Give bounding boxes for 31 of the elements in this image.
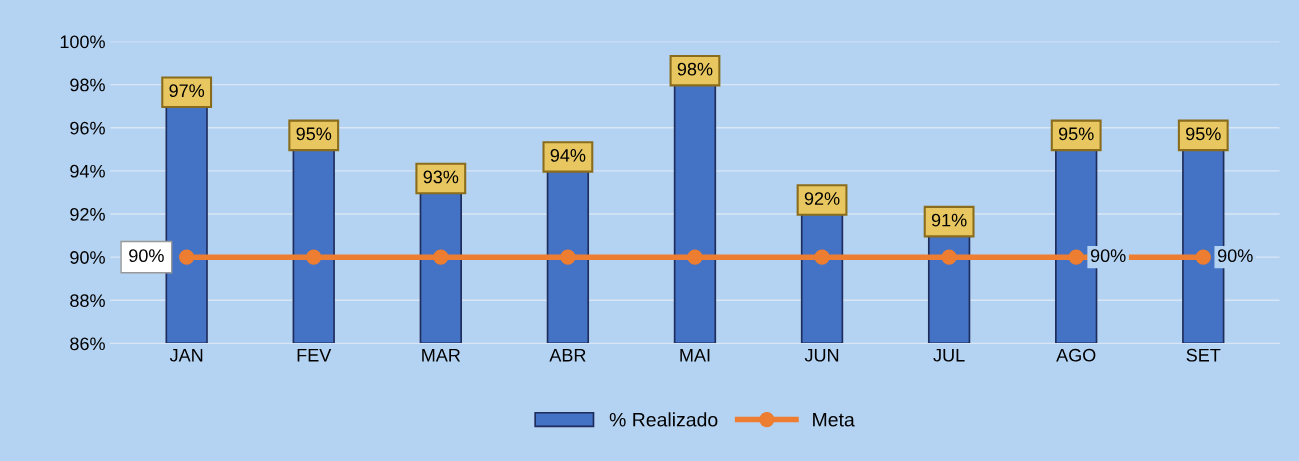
data-label: 93% bbox=[423, 170, 459, 184]
data-label: 95% bbox=[296, 127, 332, 141]
data-label: 94% bbox=[550, 148, 586, 162]
x-tick-label: SET bbox=[1186, 348, 1221, 362]
x-tick-label: ABR bbox=[549, 348, 586, 362]
y-tick-label: 92% bbox=[70, 207, 105, 221]
y-tick-label: 90% bbox=[70, 251, 105, 264]
data-label: 90% bbox=[1090, 249, 1126, 263]
data-label: 95% bbox=[1186, 127, 1221, 141]
data-label: 98% bbox=[677, 62, 713, 76]
y-tick-label: 94% bbox=[70, 164, 105, 178]
data-label: 95% bbox=[1058, 127, 1094, 141]
data-label: 90% bbox=[1218, 249, 1253, 263]
x-tick-label: FEV bbox=[297, 348, 332, 362]
data-label: 92% bbox=[804, 192, 840, 205]
x-tick-label: JAN bbox=[169, 348, 203, 362]
legend-label: Meta bbox=[813, 412, 855, 427]
data-label: 97% bbox=[169, 84, 205, 98]
x-tick-label: JUL bbox=[933, 348, 965, 362]
y-tick-label: 86% bbox=[70, 337, 105, 351]
x-tick-label: MAI bbox=[680, 348, 710, 362]
data-label: 90% bbox=[129, 249, 164, 263]
y-tick-label: 96% bbox=[70, 121, 105, 135]
y-tick-label: 100% bbox=[60, 35, 105, 49]
y-tick-label: 88% bbox=[70, 294, 105, 308]
y-tick-label: 98% bbox=[70, 78, 105, 92]
data-label: 91% bbox=[931, 213, 967, 227]
x-tick-label: AGO bbox=[1056, 348, 1096, 362]
x-tick-label: JUN bbox=[804, 348, 839, 362]
x-tick-label: MAR bbox=[422, 348, 461, 362]
legend-label: % Realizado bbox=[609, 412, 718, 427]
